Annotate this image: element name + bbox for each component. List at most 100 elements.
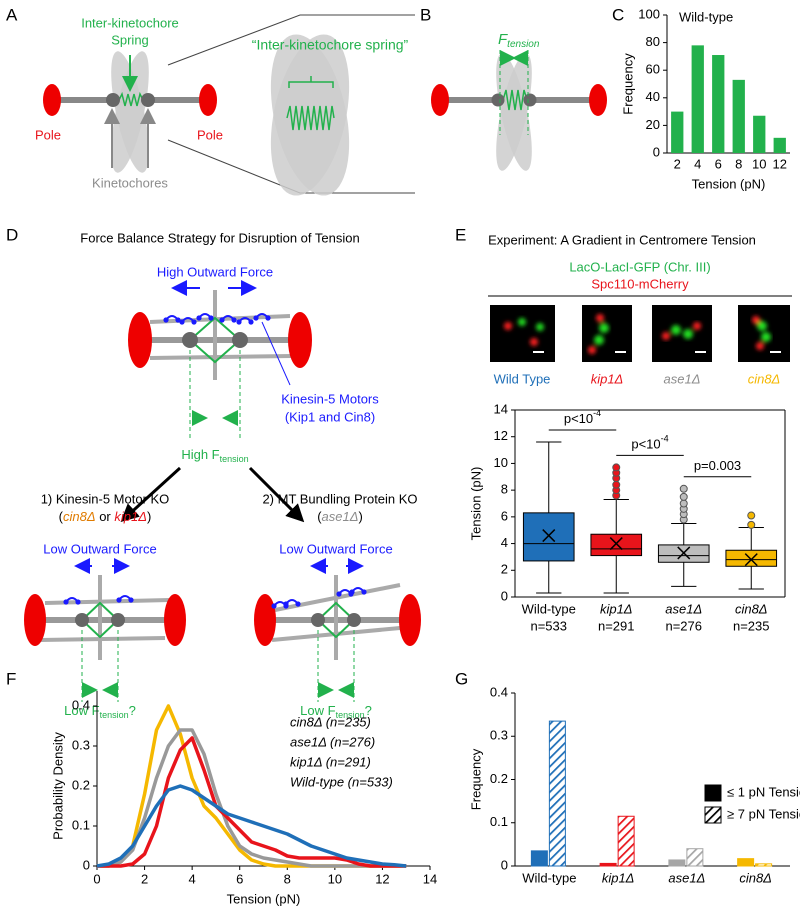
mean-marker: [744, 553, 758, 567]
p-value-exponent: -4: [661, 434, 669, 444]
panel-label: C: [612, 5, 624, 24]
outlier: [747, 511, 756, 520]
legend-label: ≤ 1 pN Tension: [727, 784, 800, 799]
label-part: Low F: [64, 703, 99, 718]
ko-genes: (ase1Δ): [317, 509, 363, 524]
mean-stroke: [609, 537, 623, 551]
mean-marker: [542, 529, 556, 543]
image-label: ase1Δ: [664, 371, 701, 386]
y-tick-label: 0: [501, 588, 508, 603]
label-part: ase1Δ: [322, 509, 359, 524]
label-part: ): [358, 509, 362, 524]
f-tension-label: Low Ftension?: [64, 703, 136, 720]
box: [522, 512, 575, 562]
channel-label: Spc110-mCherry: [591, 276, 689, 291]
density-line: [97, 736, 407, 868]
outlier: [747, 520, 756, 529]
x-tick-label: Wild-type: [522, 870, 576, 885]
panel-label: B: [420, 5, 431, 24]
f-tension-label: High Ftension: [181, 447, 248, 464]
x-tick-label: 12: [773, 156, 787, 171]
legend-label: cin8Δ (n=235): [290, 714, 371, 729]
y-tick-label: 0: [501, 857, 508, 872]
bar: [668, 859, 686, 867]
n-label: n=533: [530, 618, 567, 633]
bar: [617, 815, 635, 867]
y-tick-label: 4: [501, 535, 508, 550]
label-part: High F: [181, 447, 219, 462]
pole-label: Pole: [197, 127, 223, 142]
y-tick-label: 0.4: [490, 684, 508, 699]
pole-label: Pole: [35, 127, 61, 142]
outlier: [612, 480, 621, 489]
x-tick-label: 4: [189, 871, 196, 886]
label-part: Low F: [300, 703, 335, 718]
outlier: [679, 499, 688, 508]
force-label: High Outward Force: [157, 264, 273, 279]
legend-label: Wild-type (n=533): [290, 774, 393, 789]
panel-b-diagram: [431, 50, 607, 171]
bar: [737, 858, 755, 867]
y-tick-label: 0.1: [72, 817, 90, 832]
y-tick-label: 100: [638, 6, 660, 21]
motor-label: Kinesin-5 Motors: [281, 391, 379, 406]
y-axis-label: Frequency: [620, 53, 635, 115]
bar: [671, 111, 684, 153]
label-part: kip1Δ: [114, 509, 147, 524]
channel-label: LacO-LacI-GFP (Chr. III): [569, 259, 710, 274]
legend-label: ase1Δ (n=276): [290, 734, 375, 749]
y-tick-label: 40: [646, 89, 660, 104]
x-tick-label: 10: [752, 156, 766, 171]
x-tick-label: cin8Δ: [735, 601, 768, 616]
bar: [773, 137, 786, 153]
label-part: (: [317, 509, 322, 524]
y-axis-label: Probability Density: [50, 732, 65, 840]
y-tick-label: 0.1: [490, 814, 508, 829]
bar: [753, 115, 766, 153]
y-axis-label: Tension (pN): [468, 467, 483, 541]
x-tick-label: 10: [328, 871, 342, 886]
x-tick-label: 0: [93, 871, 100, 886]
n-label: n=235: [733, 618, 770, 633]
panel-label: D: [6, 225, 18, 244]
label-part: F: [498, 31, 508, 48]
ko-label: 1) Kinesin-5 Motor KO: [41, 491, 170, 506]
outlier: [679, 492, 688, 501]
y-tick-label: 0: [653, 144, 660, 159]
x-tick-label: 2: [674, 156, 681, 171]
y-tick-label: 14: [494, 401, 508, 416]
label-part: ?: [365, 703, 372, 718]
x-tick-label: kip1Δ: [602, 870, 635, 885]
bar: [530, 850, 548, 867]
n-label: n=291: [598, 618, 635, 633]
p-value-text: p<10: [564, 411, 593, 426]
y-tick-label: 0: [83, 857, 90, 872]
x-tick-label: 8: [735, 156, 742, 171]
y-tick-label: 60: [646, 62, 660, 77]
image-label: Wild Type: [494, 371, 551, 386]
x-axis-label: Tension (pN): [227, 891, 301, 906]
box: [725, 549, 778, 567]
x-tick-label: 4: [694, 156, 701, 171]
chart-title: Wild-type: [679, 9, 733, 24]
panel-d-diagram: [24, 280, 421, 702]
ko-label: 2) MT Bundling Protein KO: [262, 491, 417, 506]
label-sub: tension: [220, 454, 249, 464]
p-value-text: p=0.003: [694, 458, 741, 473]
mean-stroke: [542, 529, 556, 543]
legend-label: kip1Δ (n=291): [290, 754, 371, 769]
micrographs: [490, 305, 790, 362]
x-tick-label: kip1Δ: [600, 601, 633, 616]
motor-label: (Kip1 and Cin8): [285, 409, 375, 424]
legend-swatch: [704, 784, 722, 802]
x-tick-label: ase1Δ: [665, 601, 702, 616]
mean-marker: [609, 537, 623, 551]
mean-stroke: [677, 546, 691, 560]
bar: [548, 720, 566, 867]
legend-swatch: [704, 806, 722, 824]
force-label: Low Outward Force: [43, 541, 156, 556]
kinetochores-label: Kinetochores: [92, 175, 168, 190]
ko-genes: (cin8Δ or kip1Δ): [59, 509, 152, 524]
x-tick-label: 6: [236, 871, 243, 886]
